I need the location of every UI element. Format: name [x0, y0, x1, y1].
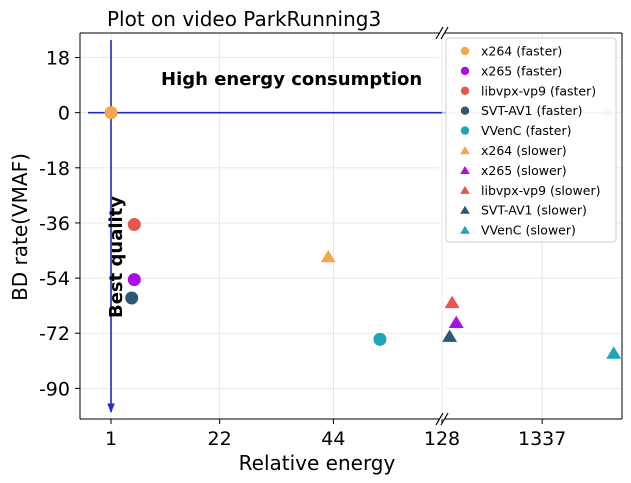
legend-entry: x265 (slower): [460, 163, 567, 178]
x-axis-label: Relative energy: [239, 451, 396, 475]
tick-labels: 18 0 -18 -36 -54 -72 -90 1 22 44 128 1337: [39, 48, 566, 450]
legend: x264 (faster) x265 (faster) libvpx-vp9 (fa…: [445, 37, 617, 243]
legend-entry: x265 (faster): [460, 63, 562, 78]
legend-entry: x264 (slower): [460, 143, 567, 158]
legend-label: x264 (faster): [481, 44, 562, 59]
legend-box: [445, 37, 617, 243]
data-point: [127, 273, 141, 287]
y-axis-label: BD rate(VMAF): [8, 153, 32, 301]
legend-entry: SVT-AV1 (faster): [460, 103, 583, 118]
legend-label: SVT-AV1 (faster): [481, 103, 583, 118]
legend-marker: [460, 46, 470, 56]
legend-entry: libvpx-vp9 (slower): [460, 183, 600, 198]
legend-entry: SVT-AV1 (slower): [460, 203, 587, 218]
data-point: [127, 217, 141, 231]
data-points: [104, 106, 622, 359]
axis-break-mark: [440, 26, 449, 40]
legend-label: x264 (slower): [481, 143, 567, 158]
x-tick-label: 1337: [518, 428, 566, 450]
legend-label: SVT-AV1 (slower): [481, 203, 587, 218]
legend-label: VVenC (slower): [481, 223, 576, 238]
y-tick-label: 18: [46, 48, 70, 70]
legend-entry: x264 (faster): [460, 44, 562, 59]
legend-entry: VVenC (faster): [460, 123, 572, 138]
legend-label: x265 (slower): [481, 163, 567, 178]
data-point: [320, 249, 336, 263]
x-tick-label: 44: [321, 428, 345, 450]
axis-break-mark: [435, 412, 444, 426]
y-tick-label: -72: [39, 323, 70, 345]
legend-label: libvpx-vp9 (faster): [481, 83, 596, 98]
legend-marker: [460, 166, 470, 174]
legend-entry: libvpx-vp9 (faster): [460, 83, 596, 98]
annotation-high-energy: High energy consumption: [161, 69, 422, 90]
data-point: [104, 106, 118, 120]
axes: [75, 26, 623, 426]
annotations: High energy consumption Best quality: [106, 69, 422, 318]
legend-entry: VVenC (slower): [460, 223, 576, 238]
x-tick-label: 1: [105, 428, 117, 450]
chart-title: Plot on video ParkRunning3: [107, 7, 381, 31]
annotation-best-quality: Best quality: [106, 196, 127, 318]
x-tick-label: 22: [208, 428, 232, 450]
data-point: [442, 329, 458, 342]
axis-break-mark: [435, 26, 444, 40]
data-point: [125, 291, 139, 305]
x-tick-label: 128: [424, 428, 460, 450]
y-tick-label: -54: [39, 268, 70, 290]
legend-label: libvpx-vp9 (slower): [481, 183, 600, 198]
legend-marker: [460, 126, 470, 135]
legend-marker: [460, 86, 470, 96]
data-point: [373, 332, 387, 346]
y-tick-label: -90: [39, 378, 70, 400]
y-tick-label: 0: [58, 103, 70, 125]
legend-label: VVenC (faster): [481, 123, 572, 138]
legend-marker: [460, 146, 470, 155]
data-point: [444, 295, 460, 309]
legend-marker: [460, 185, 470, 194]
y-tick-label: -18: [39, 158, 70, 180]
legend-marker: [460, 205, 470, 214]
legend-marker: [460, 66, 470, 76]
legend-marker: [460, 225, 470, 234]
y-tick-label: -36: [39, 213, 70, 235]
data-point: [448, 315, 464, 329]
data-point: [606, 346, 622, 359]
legend-label: x265 (faster): [481, 63, 562, 78]
legend-marker: [460, 106, 470, 115]
